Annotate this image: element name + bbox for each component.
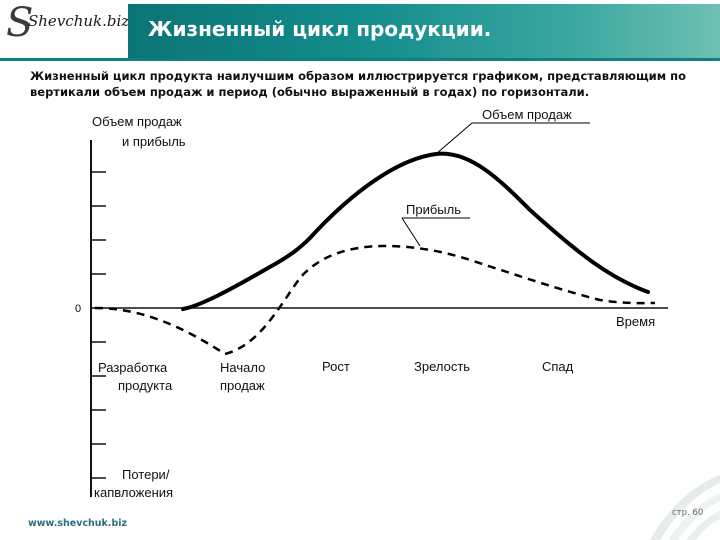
y-axis-label-line2: и прибыль — [122, 134, 186, 149]
profit-curve-label: Прибыль — [406, 202, 461, 217]
header: S Shevchuk.biz Жизненный цикл продукции. — [0, 0, 720, 61]
header-stripe — [0, 58, 720, 61]
page-number: стр. 60 — [672, 508, 704, 518]
stage-growth: Рост — [322, 359, 350, 374]
stage-maturity: Зрелость — [414, 359, 470, 374]
profit-label-leader — [401, 217, 421, 247]
footer-url: www.shevchuk.biz — [28, 518, 128, 529]
stage-development-line1: Разработка — [98, 360, 168, 375]
y-axis-label-line1: Объем продаж — [92, 114, 182, 129]
zero-label: 0 — [75, 303, 81, 315]
intro-text: Жизненный цикл продукта наилучшим образо… — [30, 69, 686, 99]
x-axis-label: Время — [616, 314, 655, 329]
profit-curve — [94, 244, 656, 356]
y-axis-bottom-label-line2: капвложения — [94, 485, 173, 500]
stage-introduction-line2: продаж — [220, 378, 265, 393]
sales-label-leader — [435, 122, 473, 155]
sales-curve-label: Объем продаж — [482, 107, 572, 122]
logo: S Shevchuk.biz — [6, 0, 130, 46]
stage-introduction-line1: Начало — [220, 360, 265, 375]
y-axis-bottom-label-line1: Потери/ — [122, 467, 170, 482]
page-title: Жизненный цикл продукции. — [148, 17, 492, 41]
stage-development-line2: продукта — [118, 378, 173, 393]
stage-decline: Спад — [542, 359, 574, 374]
sales-curve — [181, 151, 650, 311]
header-band — [128, 4, 720, 58]
logo-text: Shevchuk.biz — [28, 12, 130, 30]
footer-decoration — [650, 475, 720, 540]
